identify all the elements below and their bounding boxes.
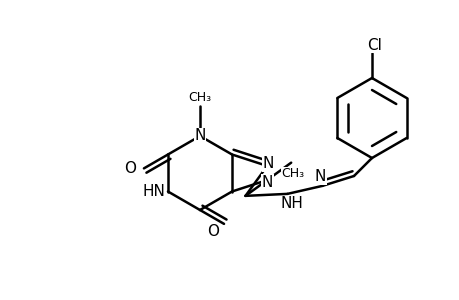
Text: N: N [314, 169, 325, 184]
Text: N: N [262, 156, 273, 171]
Text: CH₃: CH₃ [281, 167, 304, 180]
Text: Cl: Cl [367, 38, 381, 52]
Text: N: N [194, 128, 205, 143]
Text: CH₃: CH₃ [188, 91, 211, 104]
Text: O: O [207, 224, 218, 239]
Text: NH: NH [280, 196, 302, 211]
Text: O: O [123, 161, 135, 176]
Text: N: N [261, 175, 272, 190]
Text: HN: HN [142, 184, 165, 199]
